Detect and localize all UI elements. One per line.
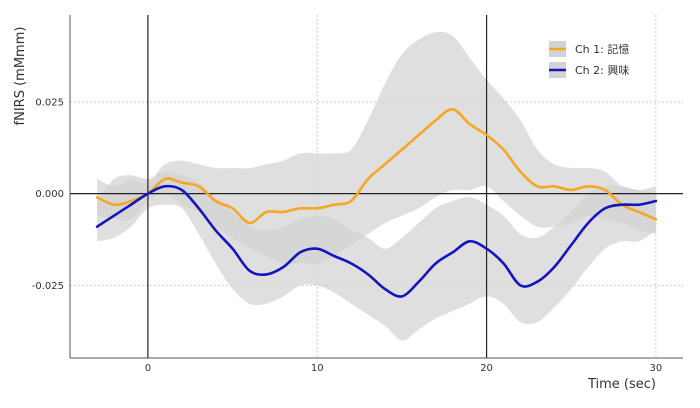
y-tick-label: 0.025 <box>35 97 64 108</box>
x-tick-label: 20 <box>480 363 493 374</box>
x-tick-label: 30 <box>650 363 663 374</box>
confidence-band-ch2 <box>97 171 656 341</box>
x-tick-label: 0 <box>145 363 151 374</box>
y-axis-title: fNIRS (mMmm) <box>13 27 28 126</box>
series-line-ch1 <box>95 108 658 225</box>
series-lines <box>95 108 658 298</box>
tick-labels: 0 10 20 30 -0.025 0.000 0.025 <box>32 97 663 374</box>
x-tick-label: 10 <box>311 363 324 374</box>
legend: Ch 1: 記憶 Ch 2: 興味 <box>549 41 629 78</box>
legend-label-ch1: Ch 1: 記憶 <box>575 42 629 56</box>
axes <box>69 15 683 359</box>
reference-lines <box>70 15 683 358</box>
x-axis-title: Time (sec) <box>587 377 656 392</box>
y-tick-label: -0.025 <box>32 281 64 292</box>
confidence-band-ch1 <box>97 31 656 264</box>
y-tick-label: 0.000 <box>35 189 64 200</box>
legend-label-ch2: Ch 2: 興味 <box>575 64 629 77</box>
confidence-bands <box>97 31 656 341</box>
series-line-ch2 <box>95 184 658 298</box>
